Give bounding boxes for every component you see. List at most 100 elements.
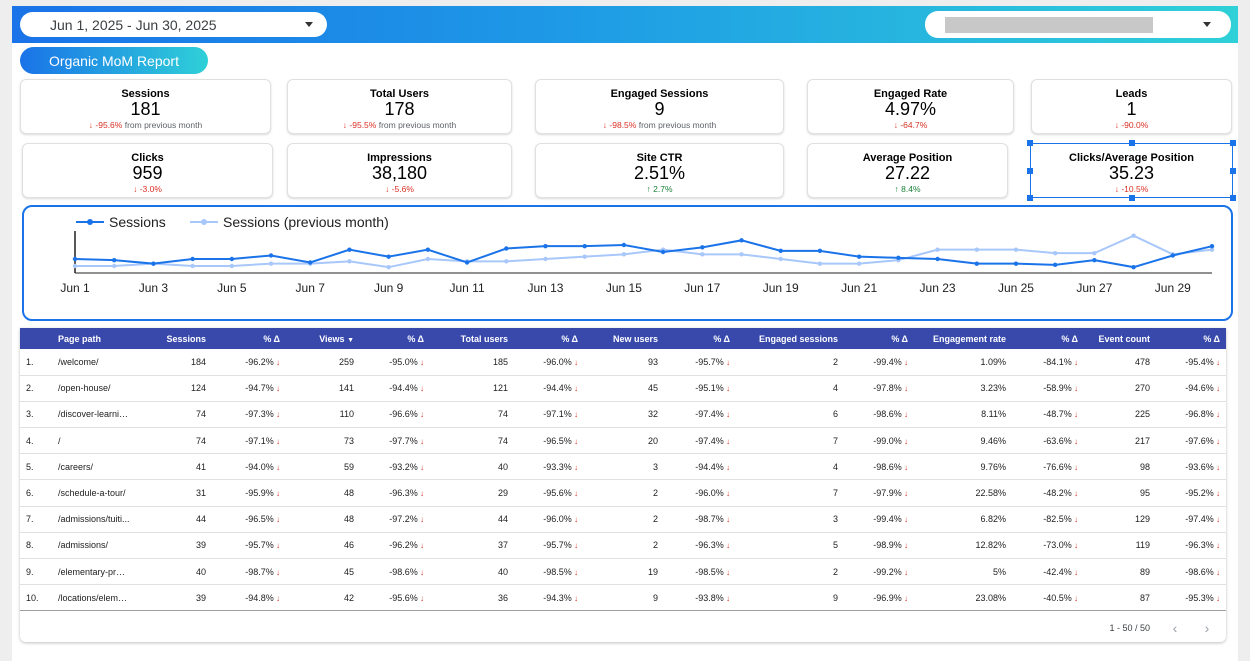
series-sessions-previous-point[interactable] <box>72 263 78 269</box>
kpi-card-clicks[interactable]: Clicks 959 ↓ -3.0% <box>22 143 273 198</box>
header-engagement-rate[interactable]: Engagement rate <box>932 333 1006 344</box>
table-row[interactable]: 4./74-97.1%73-97.7%74-96.5%20-97.4%7-99.… <box>20 427 1226 455</box>
series-sessions-point[interactable] <box>504 246 509 251</box>
kpi-card-impressions[interactable]: Impressions 38,180 ↓ -5.6% <box>287 143 512 198</box>
series-sessions-point[interactable] <box>1131 264 1136 270</box>
series-sessions-point[interactable] <box>386 254 391 259</box>
table-row[interactable]: 1./welcome/184-96.2%259-95.0%185-96.0%93… <box>20 349 1226 376</box>
series-sessions-previous-point[interactable] <box>935 247 940 252</box>
report-title-button[interactable]: Organic MoM Report <box>20 47 208 74</box>
header-total-users-delta[interactable]: % Δ <box>561 333 578 344</box>
series-sessions-point[interactable] <box>190 256 195 262</box>
series-sessions-point[interactable] <box>1092 257 1097 263</box>
resize-handle[interactable] <box>1230 168 1236 174</box>
header-page-path[interactable]: Page path <box>58 333 102 344</box>
series-sessions-previous-point[interactable] <box>778 256 783 262</box>
header-engaged-sessions[interactable]: Engaged sessions <box>758 333 838 344</box>
filter-dropdown[interactable] <box>925 11 1231 38</box>
series-sessions-point[interactable] <box>1170 253 1175 258</box>
series-sessions-point[interactable] <box>1209 243 1215 249</box>
kpi-card-clicks-average-position[interactable]: Clicks/Average Position 35.23 ↓ -10.5% <box>1027 140 1236 201</box>
series-sessions-point[interactable] <box>1013 261 1019 266</box>
header-total-users[interactable]: Total users <box>460 333 508 344</box>
header-engaged-sessions-delta[interactable]: % Δ <box>891 333 908 344</box>
series-sessions-previous-point[interactable] <box>1052 250 1058 256</box>
series-sessions-point[interactable] <box>347 247 352 252</box>
header-engagement-rate-delta[interactable]: % Δ <box>1061 333 1078 344</box>
table-row[interactable]: 3./discover-learnin...74-97.3%110-96.6%7… <box>20 401 1226 429</box>
series-sessions-point[interactable] <box>660 249 666 255</box>
kpi-card-engaged-rate[interactable]: Engaged Rate 4.97% ↓ -64.7% <box>807 79 1014 134</box>
series-sessions-point[interactable] <box>229 256 235 262</box>
kpi-card-leads[interactable]: Leads 1 ↓ -90.0% <box>1031 79 1232 134</box>
series-sessions-point[interactable] <box>700 245 705 250</box>
series-sessions-previous-point[interactable] <box>817 261 823 266</box>
series-sessions-point[interactable] <box>896 255 901 261</box>
resize-handle[interactable] <box>1230 195 1236 201</box>
series-sessions-previous-point[interactable] <box>700 252 705 257</box>
kpi-card-average-position[interactable]: Average Position 27.22 ↑ 8.4% <box>807 143 1008 198</box>
series-sessions-previous-point[interactable] <box>1131 233 1136 238</box>
series-sessions-point[interactable] <box>308 260 313 265</box>
series-sessions-previous-point[interactable] <box>1209 247 1215 252</box>
header-new-users[interactable]: New users <box>612 333 658 344</box>
series-sessions-point[interactable] <box>935 256 940 262</box>
series-sessions-point[interactable] <box>543 243 548 249</box>
table-row[interactable]: 8./admissions/39-95.7%46-96.2%37-95.7%2-… <box>20 532 1226 560</box>
header-event-count[interactable]: Event count <box>1098 333 1150 344</box>
series-sessions-point[interactable] <box>856 254 862 259</box>
chevron-right-icon[interactable]: › <box>1204 620 1210 636</box>
kpi-card-site-ctr[interactable]: Site CTR 2.51% ↑ 2.7% <box>535 143 784 198</box>
series-sessions-previous-point[interactable] <box>582 254 587 259</box>
series-sessions-previous-point[interactable] <box>974 247 979 252</box>
header-views[interactable]: Views ▼ <box>286 328 360 349</box>
header-event-count-delta[interactable]: % Δ <box>1203 333 1220 344</box>
series-sessions-point[interactable] <box>621 242 627 248</box>
series-sessions-previous-point[interactable] <box>504 259 509 264</box>
table-row[interactable]: 9./elementary-prog...40-98.7%45-98.6%40-… <box>20 558 1226 586</box>
table-row[interactable]: 5./careers/41-94.0%59-93.2%40-93.3%3-94.… <box>20 453 1226 481</box>
series-sessions-point[interactable] <box>268 253 274 258</box>
series-sessions-previous-point[interactable] <box>425 256 431 262</box>
series-sessions-previous-point[interactable] <box>1013 247 1019 252</box>
series-sessions-point[interactable] <box>778 248 783 254</box>
header-views-delta[interactable]: % Δ <box>407 333 424 344</box>
series-sessions-point[interactable] <box>739 238 744 243</box>
series-sessions-point[interactable] <box>425 247 431 252</box>
series-sessions-previous-point[interactable] <box>268 261 274 266</box>
table-row[interactable]: 10./locations/eleme...39-94.8%42-95.6%36… <box>20 584 1226 612</box>
series-sessions-point[interactable] <box>464 260 470 265</box>
table-row[interactable]: 7./admissions/tuiti...44-96.5%48-97.2%44… <box>20 506 1226 533</box>
resize-handle[interactable] <box>1027 195 1033 201</box>
series-sessions-point[interactable] <box>582 243 587 249</box>
series-sessions-previous-point[interactable] <box>190 263 195 269</box>
series-sessions-previous-point[interactable] <box>543 256 548 262</box>
series-sessions-previous-point[interactable] <box>112 263 117 269</box>
series-sessions-point[interactable] <box>1052 262 1058 268</box>
date-range-picker[interactable]: Jun 1, 2025 - Jun 30, 2025 <box>20 12 327 37</box>
kpi-card-sessions[interactable]: Sessions 181 ↓ -95.6% from previous mont… <box>20 79 271 134</box>
series-sessions-point[interactable] <box>151 261 156 266</box>
sessions-line-chart[interactable]: Sessions Sessions (previous month) Jun 1… <box>22 205 1233 321</box>
series-sessions-previous-point[interactable] <box>1092 250 1097 256</box>
table-row[interactable]: 6./schedule-a-tour/31-95.9%48-96.3%29-95… <box>20 479 1226 507</box>
series-sessions-point[interactable] <box>112 257 117 263</box>
header-sessions-delta[interactable]: % Δ <box>263 333 280 344</box>
resize-handle[interactable] <box>1129 140 1135 146</box>
series-sessions-point[interactable] <box>974 261 979 266</box>
series-sessions-previous-point[interactable] <box>229 263 235 269</box>
header-new-users-delta[interactable]: % Δ <box>713 333 730 344</box>
series-sessions-previous-point[interactable] <box>621 252 627 257</box>
kpi-card-engaged-sessions[interactable]: Engaged Sessions 9 ↓ -98.5% from previou… <box>535 79 784 134</box>
resize-handle[interactable] <box>1027 140 1033 146</box>
resize-handle[interactable] <box>1027 168 1033 174</box>
resize-handle[interactable] <box>1129 195 1135 201</box>
series-sessions-point[interactable] <box>817 248 823 254</box>
table-row[interactable]: 2./open-house/124-94.7%141-94.4%121-94.4… <box>20 375 1226 402</box>
series-sessions-previous-point[interactable] <box>856 261 862 266</box>
series-sessions-previous-point[interactable] <box>386 264 391 270</box>
series-sessions-previous-point[interactable] <box>739 252 744 257</box>
kpi-card-total-users[interactable]: Total Users 178 ↓ -95.5% from previous m… <box>287 79 512 134</box>
header-sessions[interactable]: Sessions <box>166 333 206 344</box>
chevron-left-icon[interactable]: ‹ <box>1172 620 1178 636</box>
